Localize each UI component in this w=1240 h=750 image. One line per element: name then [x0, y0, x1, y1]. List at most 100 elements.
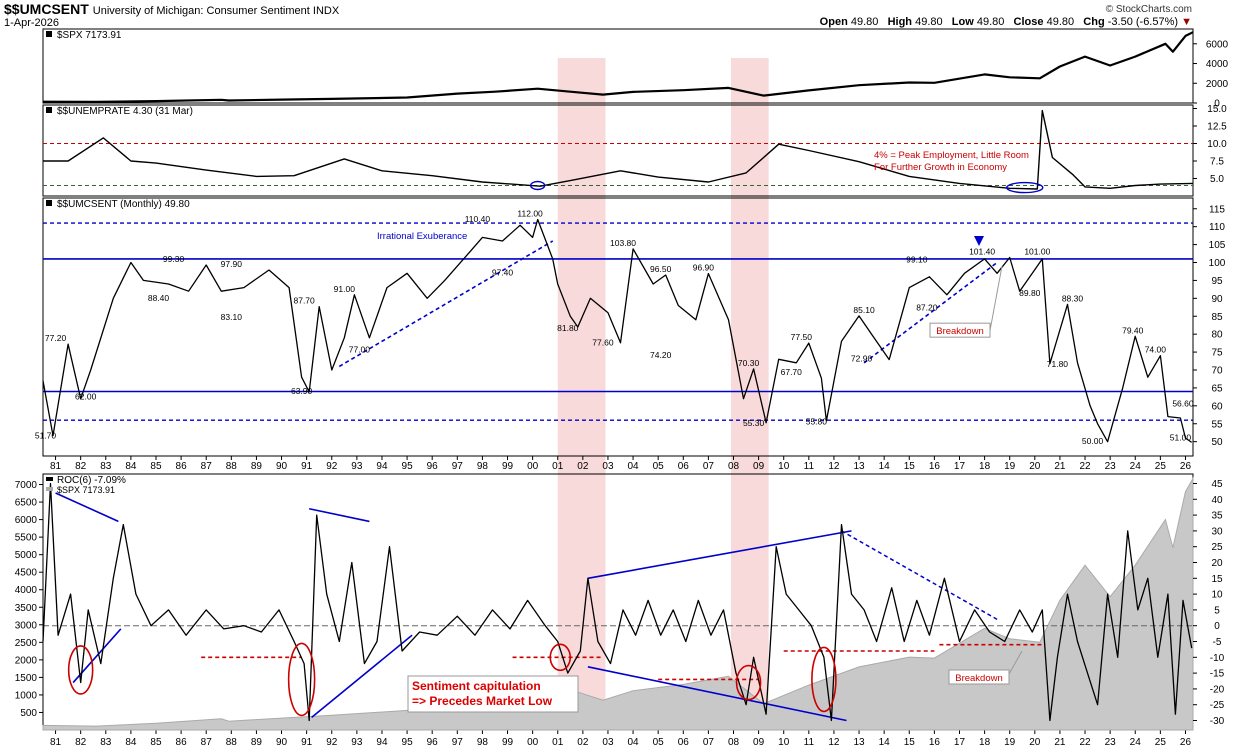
x-tick-label-bottom: 06: [678, 737, 690, 748]
x-tick-label-bottom: 26: [1180, 737, 1192, 748]
spx-axis-tick-label: 0: [1214, 99, 1220, 110]
x-tick-label: 95: [402, 461, 414, 472]
spx-left-tick-label: 3000: [15, 620, 38, 631]
unemp-annotation-line2: For Further Growth in Economy: [874, 162, 1007, 173]
x-tick-label-bottom: 08: [728, 737, 740, 748]
roc-panel-title: ROC(6) -7.09%: [57, 475, 126, 486]
x-tick-label-bottom: 23: [1105, 737, 1117, 748]
roc-breakdown-pointer: [1008, 650, 1023, 675]
x-tick-label-bottom: 00: [527, 737, 539, 748]
umcsent-value-label: 67.70: [781, 367, 803, 377]
umcsent-value-label: 77.00: [349, 345, 371, 355]
umcsent-value-label: 99.30: [163, 254, 185, 264]
x-tick-label: 24: [1130, 461, 1142, 472]
x-tick-label: 98: [477, 461, 489, 472]
unemp-panel-title: $$UNEMPRATE 4.30 (31 Mar): [57, 106, 193, 117]
x-tick-label-bottom: 89: [251, 737, 263, 748]
roc-trend-line-3: [311, 634, 413, 718]
spx-panel-title: $SPX 7173.91: [57, 30, 122, 41]
x-tick-label: 99: [502, 461, 514, 472]
x-tick-label: 22: [1079, 461, 1091, 472]
capitulation-annotation-box: [407, 675, 579, 713]
x-tick-label-bottom: 09: [753, 737, 765, 748]
umcsent-axis-tick-label: 95: [1211, 276, 1223, 287]
spx-left-tick-label: 5500: [15, 533, 38, 544]
spx-left-tick-label: 3500: [15, 603, 38, 614]
x-tick-label: 03: [602, 461, 614, 472]
umcsent-value-label: 77.60: [592, 338, 614, 348]
x-tick-label: 81: [50, 461, 62, 472]
roc-axis-tick-label: 20: [1211, 558, 1223, 569]
x-tick-label-bottom: 10: [778, 737, 790, 748]
umcsent-axis-tick-label: 55: [1211, 419, 1223, 430]
x-tick-label-bottom: 19: [1004, 737, 1016, 748]
x-tick-label: 23: [1105, 461, 1117, 472]
x-tick-label: 00: [527, 461, 539, 472]
x-tick-label: 07: [703, 461, 715, 472]
x-tick-label-bottom: 95: [402, 737, 414, 748]
umcsent-axis-tick-label: 80: [1211, 330, 1223, 341]
x-tick-label-bottom: 81: [50, 737, 62, 748]
roc-trend-dashed: [841, 530, 998, 621]
spx-axis-tick-label: 2000: [1206, 79, 1229, 90]
umcsent-value-label: 51.70: [35, 431, 57, 441]
umcsent-value-label: 77.20: [45, 333, 67, 343]
spx-left-tick-label: 6000: [15, 515, 38, 526]
roc-trend-line-0: [55, 492, 119, 523]
unemp-low-ellipse-2000: [529, 180, 546, 191]
spx-left-tick-label: 7000: [15, 480, 38, 491]
x-tick-label: 82: [75, 461, 87, 472]
x-tick-label-bottom: 87: [201, 737, 213, 748]
recession-band-1: [730, 58, 769, 720]
umcsent-breakdown-pointer: [989, 265, 1003, 331]
roc-axis-tick-label: -10: [1210, 653, 1225, 664]
umcsent-axis-tick-label: 90: [1211, 294, 1223, 305]
x-tick-label: 14: [879, 461, 891, 472]
umcsent-value-label: 85.10: [853, 305, 875, 315]
x-tick-label: 17: [954, 461, 966, 472]
down-arrow-icon: [974, 236, 984, 246]
x-tick-label-bottom: 15: [904, 737, 916, 748]
x-tick-label: 11: [804, 461, 815, 472]
unemp-low-ellipse-2019: [1006, 181, 1044, 194]
x-tick-label: 06: [678, 461, 690, 472]
x-tick-label: 25: [1155, 461, 1167, 472]
roc-axis-tick-label: 45: [1211, 479, 1223, 490]
x-tick-label: 92: [326, 461, 338, 472]
x-tick-label-bottom: 98: [477, 737, 489, 748]
x-tick-label-bottom: 07: [703, 737, 715, 748]
unemp-axis-tick-label: 7.5: [1210, 157, 1224, 168]
x-tick-label: 16: [929, 461, 941, 472]
roc-axis-tick-label: 5: [1214, 605, 1220, 616]
unemp-annotation-line1: 4% = Peak Employment, Little Room: [874, 150, 1029, 161]
umcsent-value-label: 101.00: [1024, 246, 1050, 256]
umcsent-axis-tick-label: 75: [1211, 348, 1223, 359]
roc-axis-tick-label: -20: [1210, 684, 1225, 695]
umcsent-value-label: 62.00: [75, 391, 97, 401]
umcsent-value-label: 63.90: [291, 386, 313, 396]
x-tick-label-bottom: 92: [326, 737, 338, 748]
umcsent-value-label: 50.00: [1082, 436, 1104, 446]
x-tick-label-bottom: 05: [653, 737, 665, 748]
unemp-line: [43, 109, 1194, 190]
x-tick-label-bottom: 02: [577, 737, 589, 748]
spx-left-tick-label: 2000: [15, 655, 38, 666]
umcsent-value-label: 88.40: [148, 293, 170, 303]
x-tick-label-bottom: 03: [602, 737, 614, 748]
roc-breakdown-label: Breakdown: [955, 673, 1003, 684]
roc-axis-tick-label: 10: [1211, 590, 1223, 601]
umcsent-value-label: 87.70: [293, 296, 315, 306]
x-tick-label-bottom: 97: [452, 737, 464, 748]
roc-axis-tick-label: -25: [1210, 700, 1225, 711]
x-tick-label: 83: [100, 461, 112, 472]
umcsent-panel-title: $$UMCSENT (Monthly) 49.80: [57, 199, 190, 210]
umcsent-value-label: 55.80: [806, 416, 828, 426]
umcsent-axis-tick-label: 60: [1211, 401, 1223, 412]
roc-breakdown-box: [948, 669, 1010, 685]
x-tick-label: 08: [728, 461, 740, 472]
umcsent-value-label: 96.50: [650, 264, 672, 274]
roc-trend-line-5: [587, 666, 847, 722]
umcsent-axis-tick-label: 85: [1211, 312, 1223, 323]
umcsent-value-label: 77.50: [791, 332, 813, 342]
